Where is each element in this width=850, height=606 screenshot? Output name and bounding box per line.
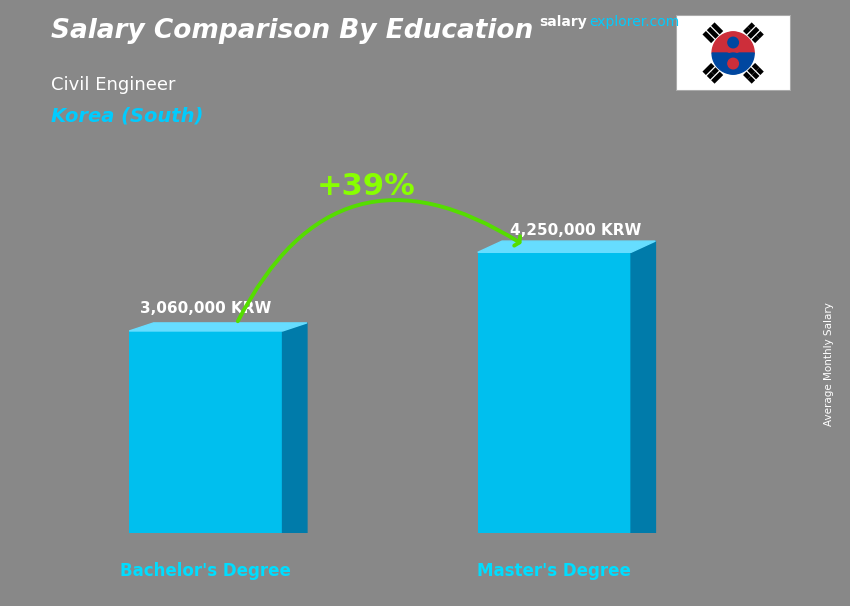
Text: salary: salary: [540, 15, 587, 29]
Text: Korea (South): Korea (South): [51, 106, 203, 125]
Bar: [478, 252, 631, 533]
Text: Average Monthly Salary: Average Monthly Salary: [824, 302, 834, 425]
Text: +39%: +39%: [317, 172, 416, 201]
Polygon shape: [712, 53, 754, 74]
Bar: [129, 331, 282, 533]
Circle shape: [728, 58, 739, 69]
Text: Master's Degree: Master's Degree: [478, 562, 632, 581]
Text: Salary Comparison By Education: Salary Comparison By Education: [51, 18, 533, 44]
Text: 4,250,000 KRW: 4,250,000 KRW: [510, 223, 641, 238]
Text: explorer.com: explorer.com: [589, 15, 679, 29]
Circle shape: [722, 32, 744, 53]
Circle shape: [722, 53, 744, 74]
Polygon shape: [712, 32, 754, 53]
Polygon shape: [282, 323, 307, 533]
Polygon shape: [478, 241, 655, 252]
Polygon shape: [631, 241, 655, 533]
Polygon shape: [129, 323, 307, 331]
Text: 3,060,000 KRW: 3,060,000 KRW: [140, 301, 271, 316]
Text: Bachelor's Degree: Bachelor's Degree: [121, 562, 292, 581]
Text: Civil Engineer: Civil Engineer: [51, 76, 175, 94]
Circle shape: [728, 37, 739, 48]
